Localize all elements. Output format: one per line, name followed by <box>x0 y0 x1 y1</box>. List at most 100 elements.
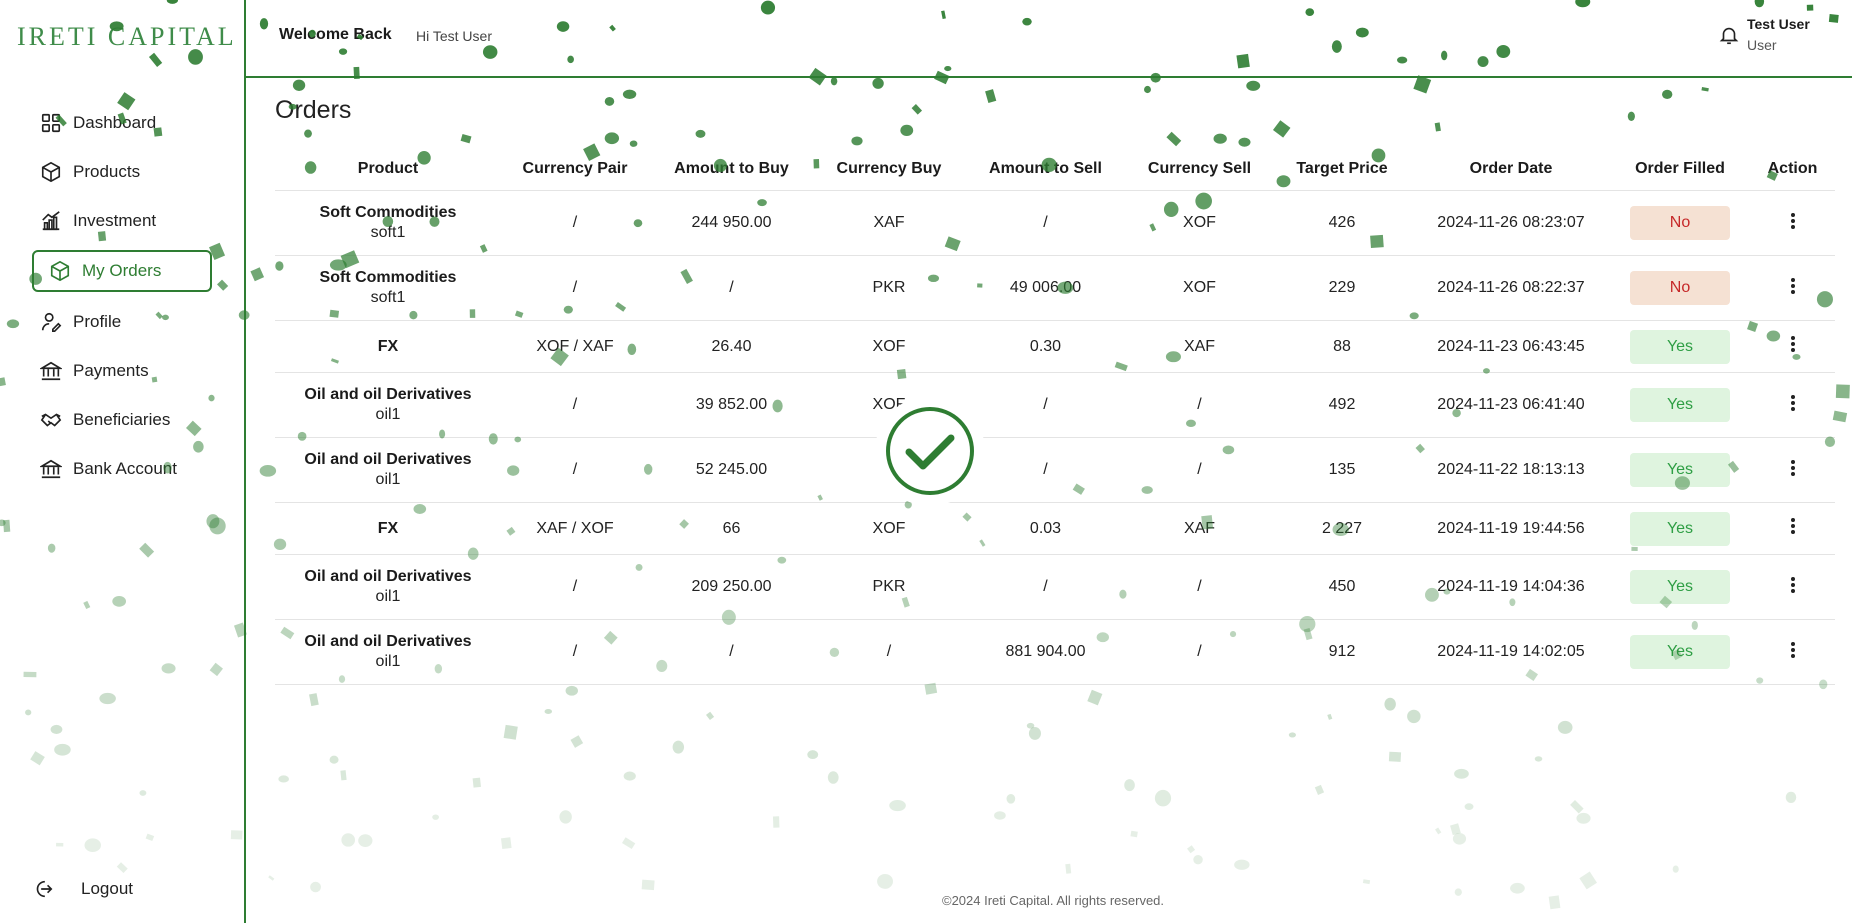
confetti-piece <box>629 140 638 147</box>
confetti-piece <box>544 709 553 714</box>
table-row[interactable]: FX XAF / XOF 66 XOF 0.03 XAF 2 227 2024-… <box>275 502 1835 555</box>
logout-icon <box>36 880 53 898</box>
checkmark-circle-icon <box>886 407 974 495</box>
confetti-piece <box>503 724 518 740</box>
order-date-cell: 2024-11-19 19:44:56 <box>1412 502 1610 555</box>
more-vertical-icon[interactable] <box>1783 458 1803 478</box>
table-row[interactable]: Soft Commodities soft1 / / PKR 49 006.00 … <box>275 255 1835 321</box>
confetti-piece <box>1452 832 1467 845</box>
currency-pair-cell: / <box>501 437 649 503</box>
order-date-cell: 2024-11-26 08:22:37 <box>1412 255 1610 321</box>
confetti-piece <box>1246 80 1261 91</box>
table-row[interactable]: Oil and oil Derivatives oil1 / 52 245.00 … <box>275 437 1835 503</box>
confetti-piece <box>1672 865 1679 873</box>
more-vertical-icon[interactable] <box>1783 516 1803 536</box>
sidebar-item-bank-account[interactable]: Bank Account <box>32 449 212 489</box>
table-row[interactable]: Oil and oil Derivatives oil1 / 209 250.00… <box>275 554 1835 620</box>
amount-sell-cell: / <box>964 190 1127 256</box>
more-vertical-icon[interactable] <box>1783 393 1803 413</box>
more-vertical-icon[interactable] <box>1783 211 1803 231</box>
table-row[interactable]: Oil and oil Derivatives oil1 / 39 852.00 … <box>275 372 1835 438</box>
confetti-piece <box>1435 827 1442 835</box>
currency-sell-cell: / <box>1127 437 1272 503</box>
action-cell <box>1750 502 1835 555</box>
brand-logo[interactable]: IRETI CAPITAL <box>17 22 237 51</box>
confetti-piece <box>329 755 339 764</box>
sidebar-item-investment[interactable]: Investment <box>32 201 212 241</box>
product-cell: FX <box>275 502 501 555</box>
sidebar-item-label: Bank Account <box>73 459 177 478</box>
sidebar-item-payments[interactable]: Payments <box>32 351 212 391</box>
confetti-piece <box>1238 137 1251 147</box>
confetti-piece <box>900 124 914 137</box>
success-check-badge <box>875 396 985 506</box>
sidebar-item-beneficiaries[interactable]: Beneficiaries <box>32 400 212 440</box>
bell-icon[interactable] <box>1718 24 1740 46</box>
column-header-amount-to-buy: Amount to Buy <box>649 148 814 191</box>
sidebar-item-label: My Orders <box>82 261 162 280</box>
user-name[interactable]: Test User <box>1747 16 1810 32</box>
confetti-piece <box>1314 784 1325 795</box>
confetti-piece <box>1454 888 1462 896</box>
table-row[interactable]: Soft Commodities soft1 / 244 950.00 XAF /… <box>275 190 1835 256</box>
sidebar-item-profile[interactable]: Profile <box>32 302 212 342</box>
column-header-action: Action <box>1750 148 1835 191</box>
confetti-piece <box>1124 779 1135 792</box>
confetti-piece <box>1327 713 1333 720</box>
confetti-piece <box>340 770 347 781</box>
sidebar-item-label: Payments <box>73 361 149 380</box>
order-filled-cell: Yes <box>1610 372 1750 438</box>
confetti-piece <box>1570 800 1584 814</box>
currency-buy-cell: XAF <box>814 190 964 256</box>
product-code: soft1 <box>370 224 406 241</box>
confetti-piece <box>705 711 715 721</box>
confetti-piece <box>341 833 356 847</box>
sidebar-item-my-orders[interactable]: My Orders <box>32 250 212 292</box>
confetti-piece <box>1701 86 1709 92</box>
sidebar-nav: Dashboard Products Investment My Orders … <box>32 103 212 498</box>
confetti-piece <box>310 881 321 893</box>
column-header-currency-buy: Currency Buy <box>814 148 964 191</box>
logout-button[interactable]: Logout <box>32 878 133 900</box>
product-cell: FX <box>275 320 501 373</box>
product-name: FX <box>377 519 399 537</box>
product-cell: Oil and oil Derivatives oil1 <box>275 554 501 620</box>
currency-sell-cell: XOF <box>1127 255 1272 321</box>
order-date-cell: 2024-11-22 18:13:13 <box>1412 437 1610 503</box>
user-icon <box>41 312 62 332</box>
table-row[interactable]: Oil and oil Derivatives oil1 / / / 881 90… <box>275 619 1835 685</box>
column-header-target-price: Target Price <box>1272 148 1412 191</box>
sidebar-item-label: Products <box>73 162 141 181</box>
confetti-piece <box>827 771 839 784</box>
sidebar-item-products[interactable]: Products <box>32 152 212 192</box>
confetti-piece <box>304 129 312 138</box>
more-vertical-icon[interactable] <box>1783 575 1803 595</box>
chart-icon <box>42 211 60 231</box>
more-vertical-icon[interactable] <box>1783 640 1803 660</box>
confetti-piece <box>889 799 906 812</box>
more-vertical-icon[interactable] <box>1783 334 1803 354</box>
sidebar-item-label: Dashboard <box>73 113 157 132</box>
more-vertical-icon[interactable] <box>1783 276 1803 296</box>
header: Welcome Back Hi Test User Test User User <box>246 0 1852 78</box>
product-cell: Soft Commodities soft1 <box>275 255 501 321</box>
confetti-piece <box>622 89 637 99</box>
confetti-piece <box>911 104 923 115</box>
currency-sell-cell: / <box>1127 372 1272 438</box>
status-badge: Yes <box>1630 453 1730 487</box>
currency-pair-cell: / <box>501 255 649 321</box>
target-price-cell: 492 <box>1272 372 1412 438</box>
table-row[interactable]: FX XOF / XAF 26.40 XOF 0.30 XAF 88 2024-… <box>275 320 1835 373</box>
confetti-piece <box>1388 751 1402 762</box>
sidebar: IRETI CAPITAL Dashboard Products Investm… <box>0 0 246 923</box>
target-price-cell: 135 <box>1272 437 1412 503</box>
bank-icon <box>40 361 62 381</box>
action-cell <box>1750 190 1835 256</box>
confetti-piece <box>1028 726 1041 740</box>
confetti-piece <box>309 693 319 707</box>
order-filled-cell: Yes <box>1610 619 1750 685</box>
confetti-piece <box>1288 732 1296 738</box>
sidebar-item-dashboard[interactable]: Dashboard <box>32 103 212 143</box>
amount-buy-cell: 26.40 <box>649 320 814 373</box>
confetti-piece <box>985 89 997 103</box>
